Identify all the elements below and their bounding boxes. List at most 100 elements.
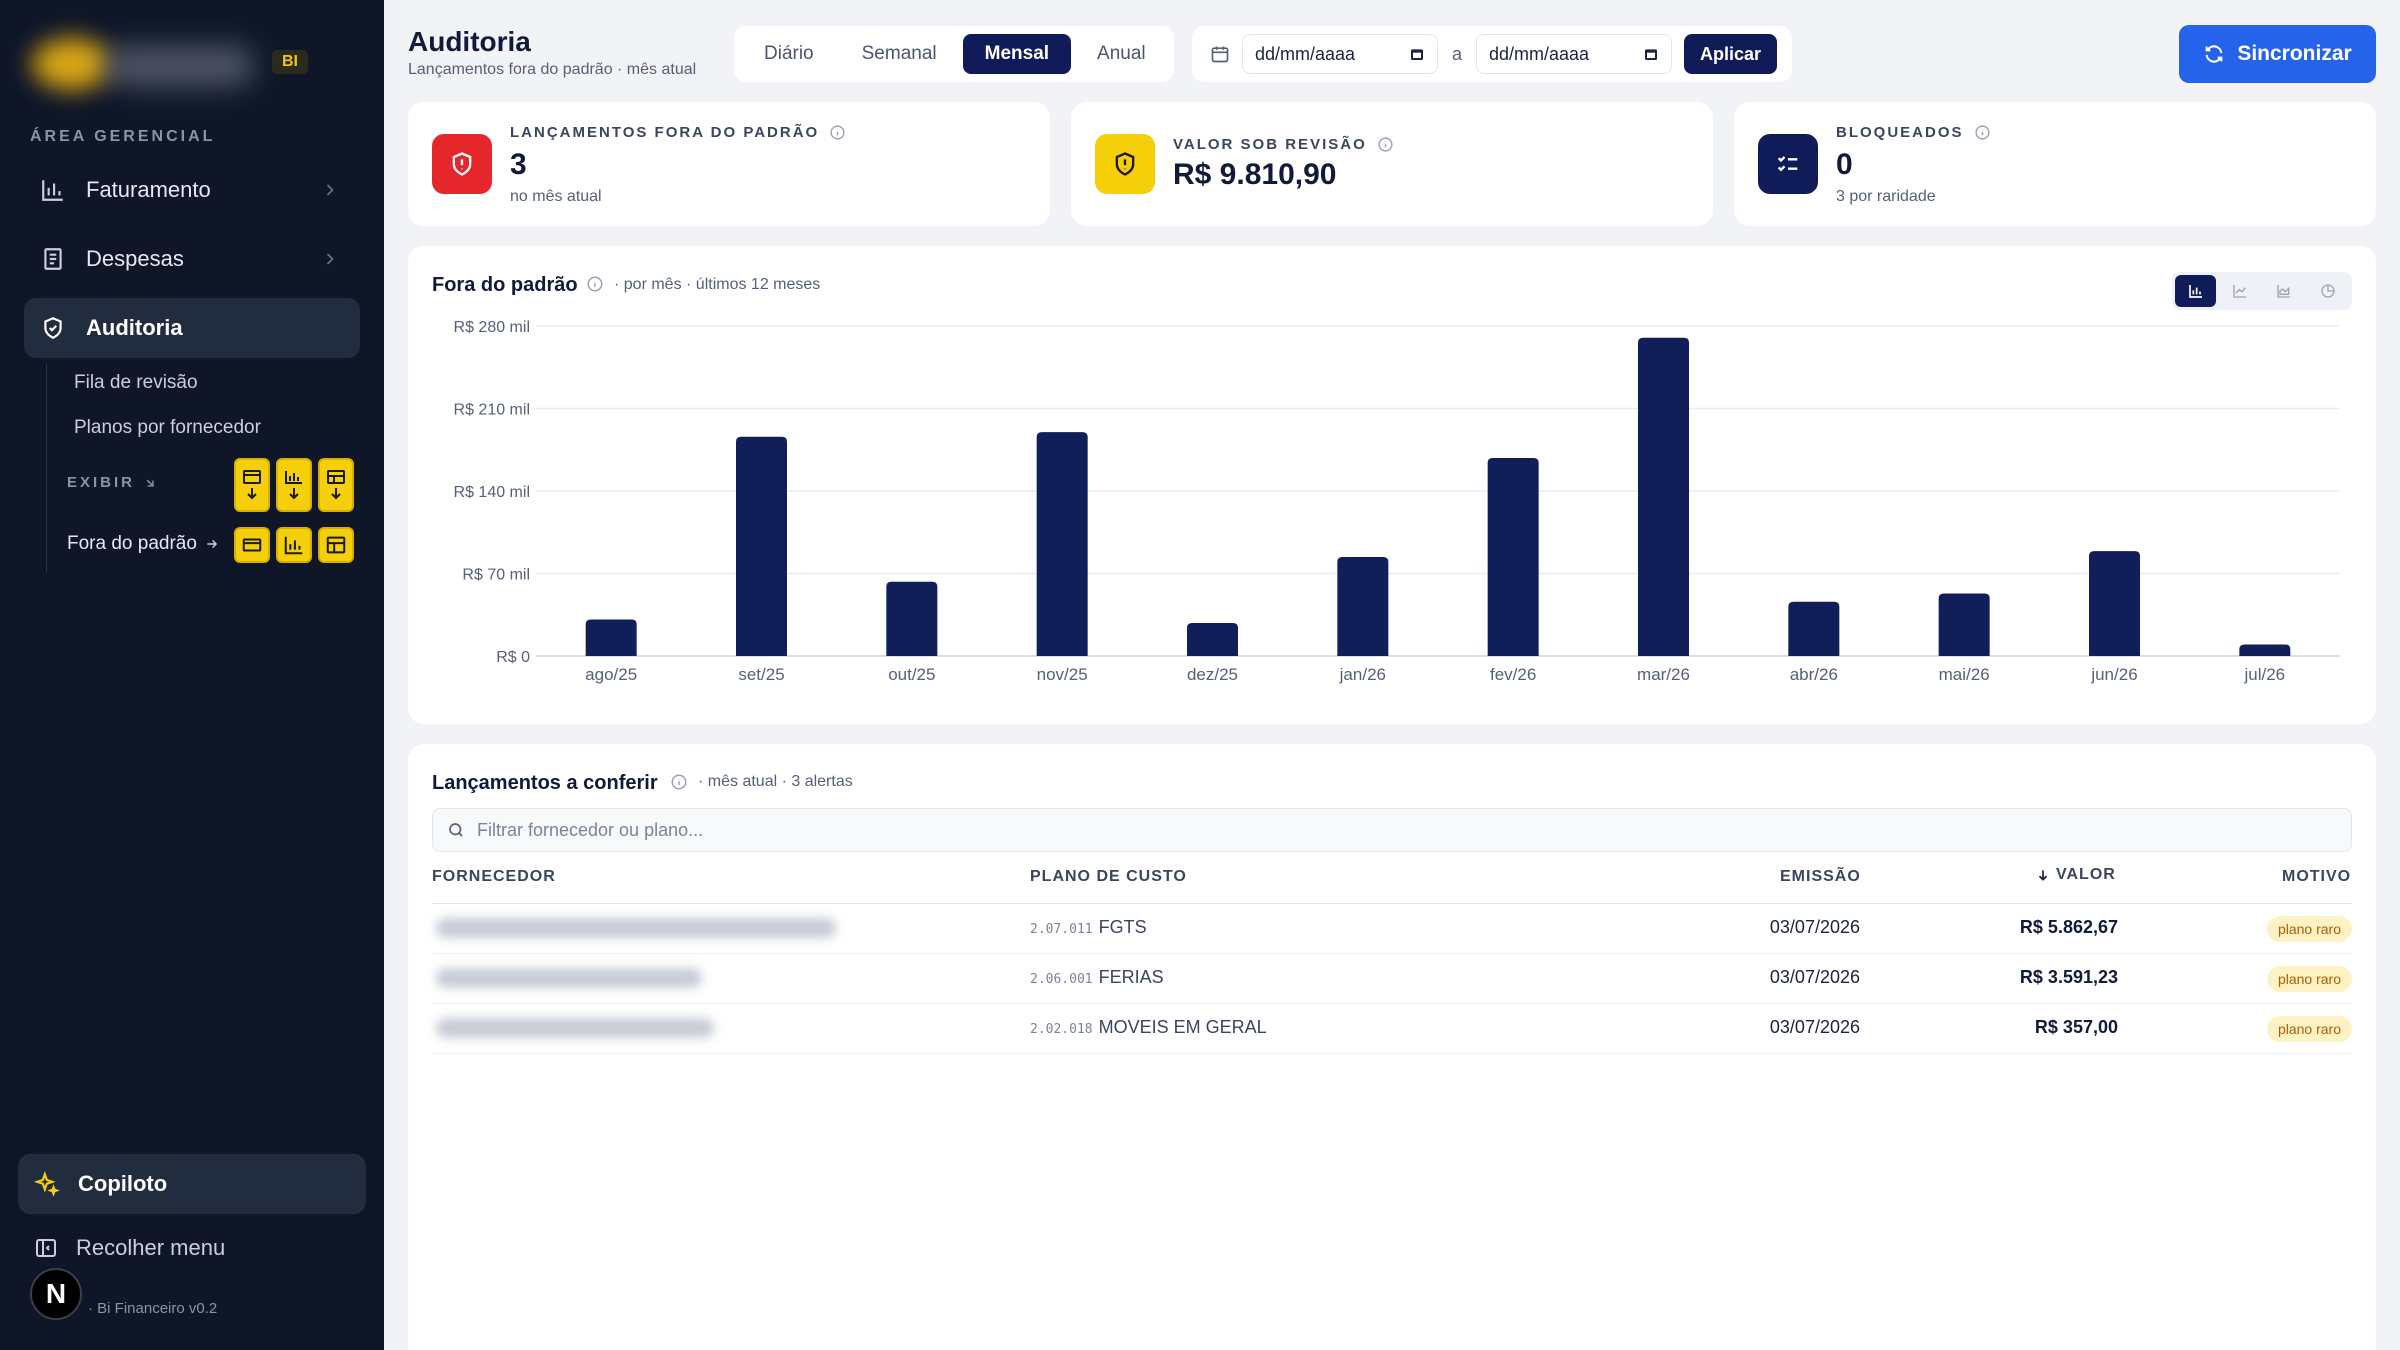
column-header-emissao[interactable]: EMISSÃO [1780, 868, 1861, 885]
emission-date: 03/07/2026 [1769, 917, 1860, 937]
sidebar-item-auditoria[interactable]: Auditoria [24, 298, 360, 358]
tab-anual[interactable]: Anual [1097, 43, 1146, 64]
sidebar: BI ÁREA GERENCIAL Faturamento Despesas A… [0, 0, 384, 1350]
kpi-value: 0 [1836, 148, 1853, 181]
bar-chart: R$ 0 R$ 70 mil R$ 140 mil R$ 210 mil R$ 280 … [454, 319, 2340, 684]
checklist-icon [1777, 156, 1798, 172]
kpi-label: VALOR SOB REVISÃO [1173, 136, 1394, 153]
info-icon[interactable] [670, 773, 688, 791]
bar[interactable] [1187, 623, 1238, 656]
kpi-value: 3 [510, 148, 527, 181]
table-title: Lançamentos a conferir [432, 772, 658, 794]
section-title: ÁREA GERENCIAL [30, 128, 216, 145]
table-row[interactable]: 2.02.018 MOVEIS EM GERAL 03/07/2026 R$ 35… [432, 1004, 2352, 1054]
reason-badge: plano raro [2266, 916, 2352, 942]
card-icon [242, 538, 262, 552]
date-to-input[interactable]: dd/mm/aaaa [1476, 34, 1673, 74]
bar[interactable] [2089, 551, 2140, 656]
value-cell: R$ 3.591,23 [2019, 967, 2118, 987]
x-tick-label: jul/26 [2244, 665, 2286, 684]
tab-diario[interactable]: Diário [764, 43, 814, 64]
sparkles-icon [34, 1171, 60, 1197]
sidebar-item-label: Auditoria [86, 315, 183, 340]
column-header-fornecedor[interactable]: FORNECEDOR [432, 868, 556, 885]
table-card: Lançamentos a conferir · mês atual · 3 a… [408, 744, 2376, 1350]
y-tick-label: R$ 70 mil [462, 567, 530, 584]
line-chart-icon [2233, 285, 2246, 298]
company-logo[interactable] [24, 28, 264, 98]
chart-type-bar[interactable] [2175, 275, 2217, 307]
exibir-label: EXIBIR [67, 474, 157, 491]
sidebar-item-despesas[interactable]: Despesas [24, 229, 360, 289]
kpi-icon-box [1095, 134, 1155, 194]
emission-date: 03/07/2026 [1769, 1017, 1860, 1037]
fora-padrao-link[interactable]: Fora do padrão [67, 533, 219, 555]
export-chart-button[interactable] [276, 458, 312, 512]
bar[interactable] [585, 619, 637, 656]
chart-meta: · por mês · últimos 12 meses [614, 276, 821, 293]
copiloto-button[interactable]: Copiloto [18, 1154, 366, 1214]
x-tick-label: mar/26 [1637, 665, 1690, 684]
plan-code: 2.07.011 [1030, 922, 1093, 937]
chart-title: Fora do padrão [432, 274, 578, 296]
pie-chart-icon [2321, 284, 2336, 298]
view-chart-button[interactable] [276, 527, 312, 563]
apply-button[interactable]: Aplicar [1684, 34, 1778, 74]
tab-semanal[interactable]: Semanal [861, 43, 937, 64]
sidebar-subitem-fila-revisao[interactable]: Fila de revisão [74, 372, 198, 393]
table-row[interactable]: 2.07.011 FGTS 03/07/2026 R$ 5.862,67 plan… [432, 904, 2352, 954]
chart-type-line[interactable] [2219, 275, 2260, 307]
bar[interactable] [1487, 458, 1539, 656]
bi-badge: BI [272, 50, 308, 74]
chart-type-pie[interactable] [2308, 275, 2349, 307]
info-icon[interactable] [1377, 136, 1394, 153]
page-title: Auditoria [408, 26, 531, 57]
bar[interactable] [2239, 644, 2291, 656]
info-icon[interactable] [829, 124, 846, 141]
x-tick-label: dez/25 [1187, 665, 1238, 684]
bar[interactable] [886, 581, 938, 656]
refresh-icon [2205, 45, 2223, 63]
column-header-plano[interactable]: PLANO DE CUSTO [1030, 868, 1187, 885]
reason-badge: plano raro [2266, 1016, 2352, 1042]
search-icon [449, 823, 463, 837]
x-tick-label: jun/26 [2090, 665, 2137, 684]
supplier-name-redacted [436, 918, 836, 938]
y-tick-label: R$ 210 mil [454, 402, 530, 419]
period-selector: Diário Semanal Mensal Anual [734, 26, 1174, 82]
table-row[interactable]: 2.06.001 FERIAS 03/07/2026 R$ 3.591,23 pl… [432, 954, 2352, 1004]
export-table-button[interactable] [318, 458, 354, 512]
bar[interactable] [736, 436, 787, 656]
sidebar-item-faturamento[interactable]: Faturamento [24, 160, 360, 220]
export-card-button[interactable] [234, 458, 270, 512]
column-header-valor[interactable]: VALOR [2036, 866, 2116, 884]
sidebar-subitem-planos-fornecedor[interactable]: Planos por fornecedor [74, 417, 261, 438]
reason-badge: plano raro [2266, 966, 2352, 992]
arrow-down-right-icon [146, 479, 154, 487]
bar[interactable] [1337, 557, 1389, 656]
bar[interactable] [1788, 601, 1840, 656]
view-table-button[interactable] [318, 527, 354, 563]
kpi-value: R$ 9.810,90 [1173, 158, 1337, 191]
tab-mensal[interactable]: Mensal [962, 34, 1072, 74]
chart-type-area[interactable] [2264, 275, 2305, 307]
info-icon[interactable] [586, 275, 604, 293]
date-from-input[interactable]: dd/mm/aaaa [1242, 34, 1438, 74]
sync-button[interactable]: Sincronizar [2179, 25, 2376, 83]
collapse-menu-button[interactable]: Recolher menu [34, 1235, 225, 1261]
filter-input[interactable]: Filtrar fornecedor ou plano... [432, 808, 2352, 852]
bar[interactable] [1938, 593, 1990, 656]
info-icon[interactable] [1974, 124, 1991, 141]
date-separator: a [1452, 43, 1463, 64]
avatar[interactable]: N [30, 1268, 82, 1320]
chart-download-icon [285, 471, 302, 500]
column-header-motivo[interactable]: MOTIVO [2282, 868, 2352, 885]
kpi-icon-box [432, 134, 492, 194]
view-card-button[interactable] [234, 527, 270, 563]
bar[interactable] [1036, 432, 1088, 656]
sidebar-item-label: Despesas [86, 246, 184, 271]
bar-chart-icon [42, 180, 63, 201]
calendar-icon [1645, 49, 1658, 60]
bar[interactable] [1638, 337, 1689, 656]
calendar-icon [1211, 46, 1229, 63]
